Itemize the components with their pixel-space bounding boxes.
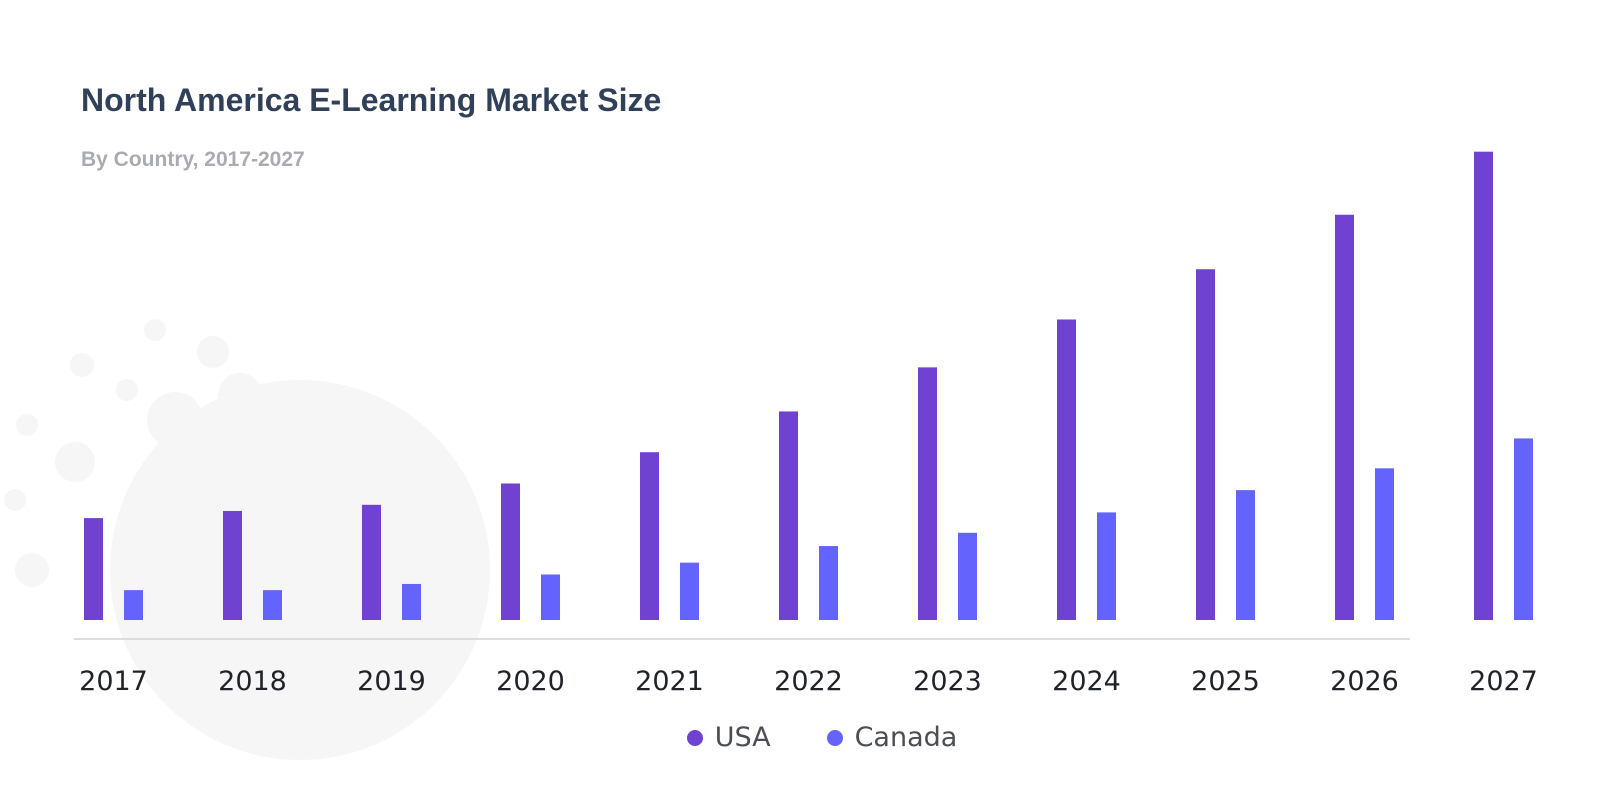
x-tick-label-2023: 2023 [913, 666, 982, 697]
bar-usa-2026 [1335, 214, 1354, 621]
x-tick-label-2024: 2024 [1052, 666, 1121, 697]
bar-usa-2025 [1196, 269, 1215, 620]
legend-marker-canada [826, 729, 843, 746]
bar-usa-2020 [501, 483, 520, 620]
bars-layer [84, 151, 1533, 621]
bar-usa-2027 [1474, 151, 1493, 621]
x-tick-label-2020: 2020 [496, 666, 565, 697]
legend-label-usa: USA [714, 722, 771, 753]
bar-canada-2019 [402, 583, 421, 620]
bar-canada-2025 [1236, 490, 1255, 620]
x-tick-label-2022: 2022 [774, 666, 843, 697]
legend-marker-usa [686, 729, 703, 746]
bar-usa-2024 [1057, 319, 1076, 620]
bar-canada-2021 [680, 562, 699, 620]
bar-usa-2017 [84, 518, 103, 620]
bar-canada-2026 [1375, 468, 1394, 620]
x-tick-label-2019: 2019 [357, 666, 426, 697]
x-tick-label-2018: 2018 [218, 666, 287, 697]
bar-usa-2021 [640, 452, 659, 620]
x-tick-label-2025: 2025 [1191, 666, 1260, 697]
chart-title: North America E-Learning Market Size [81, 82, 662, 118]
bar-usa-2019 [362, 504, 381, 620]
bar-canada-2017 [124, 590, 143, 620]
x-tick-label-2026: 2026 [1330, 666, 1399, 697]
legend-item-canada[interactable]: Canada [826, 722, 958, 753]
bar-canada-2020 [541, 574, 560, 620]
bar-canada-2023 [958, 532, 977, 620]
bar-canada-2024 [1097, 512, 1116, 620]
chart-subtitle: By Country, 2017-2027 [81, 148, 305, 171]
x-tick-label-2021: 2021 [635, 666, 704, 697]
x-tick-label-2027: 2027 [1469, 666, 1538, 697]
bar-canada-2022 [819, 546, 838, 620]
legend: USA Canada [22, 722, 1600, 753]
bar-usa-2023 [918, 367, 937, 620]
legend-item-usa[interactable]: USA [686, 722, 771, 753]
x-tick-label-2017: 2017 [79, 666, 148, 697]
bar-usa-2022 [779, 411, 798, 620]
bar-usa-2018 [223, 510, 242, 620]
x-tick-labels: 2017 2018 2019 2020 2021 2022 2023 2024 2025 2026… [79, 666, 1538, 697]
bar-canada-2018 [263, 590, 282, 620]
legend-label-canada: Canada [854, 722, 958, 753]
bar-canada-2027 [1514, 438, 1533, 620]
